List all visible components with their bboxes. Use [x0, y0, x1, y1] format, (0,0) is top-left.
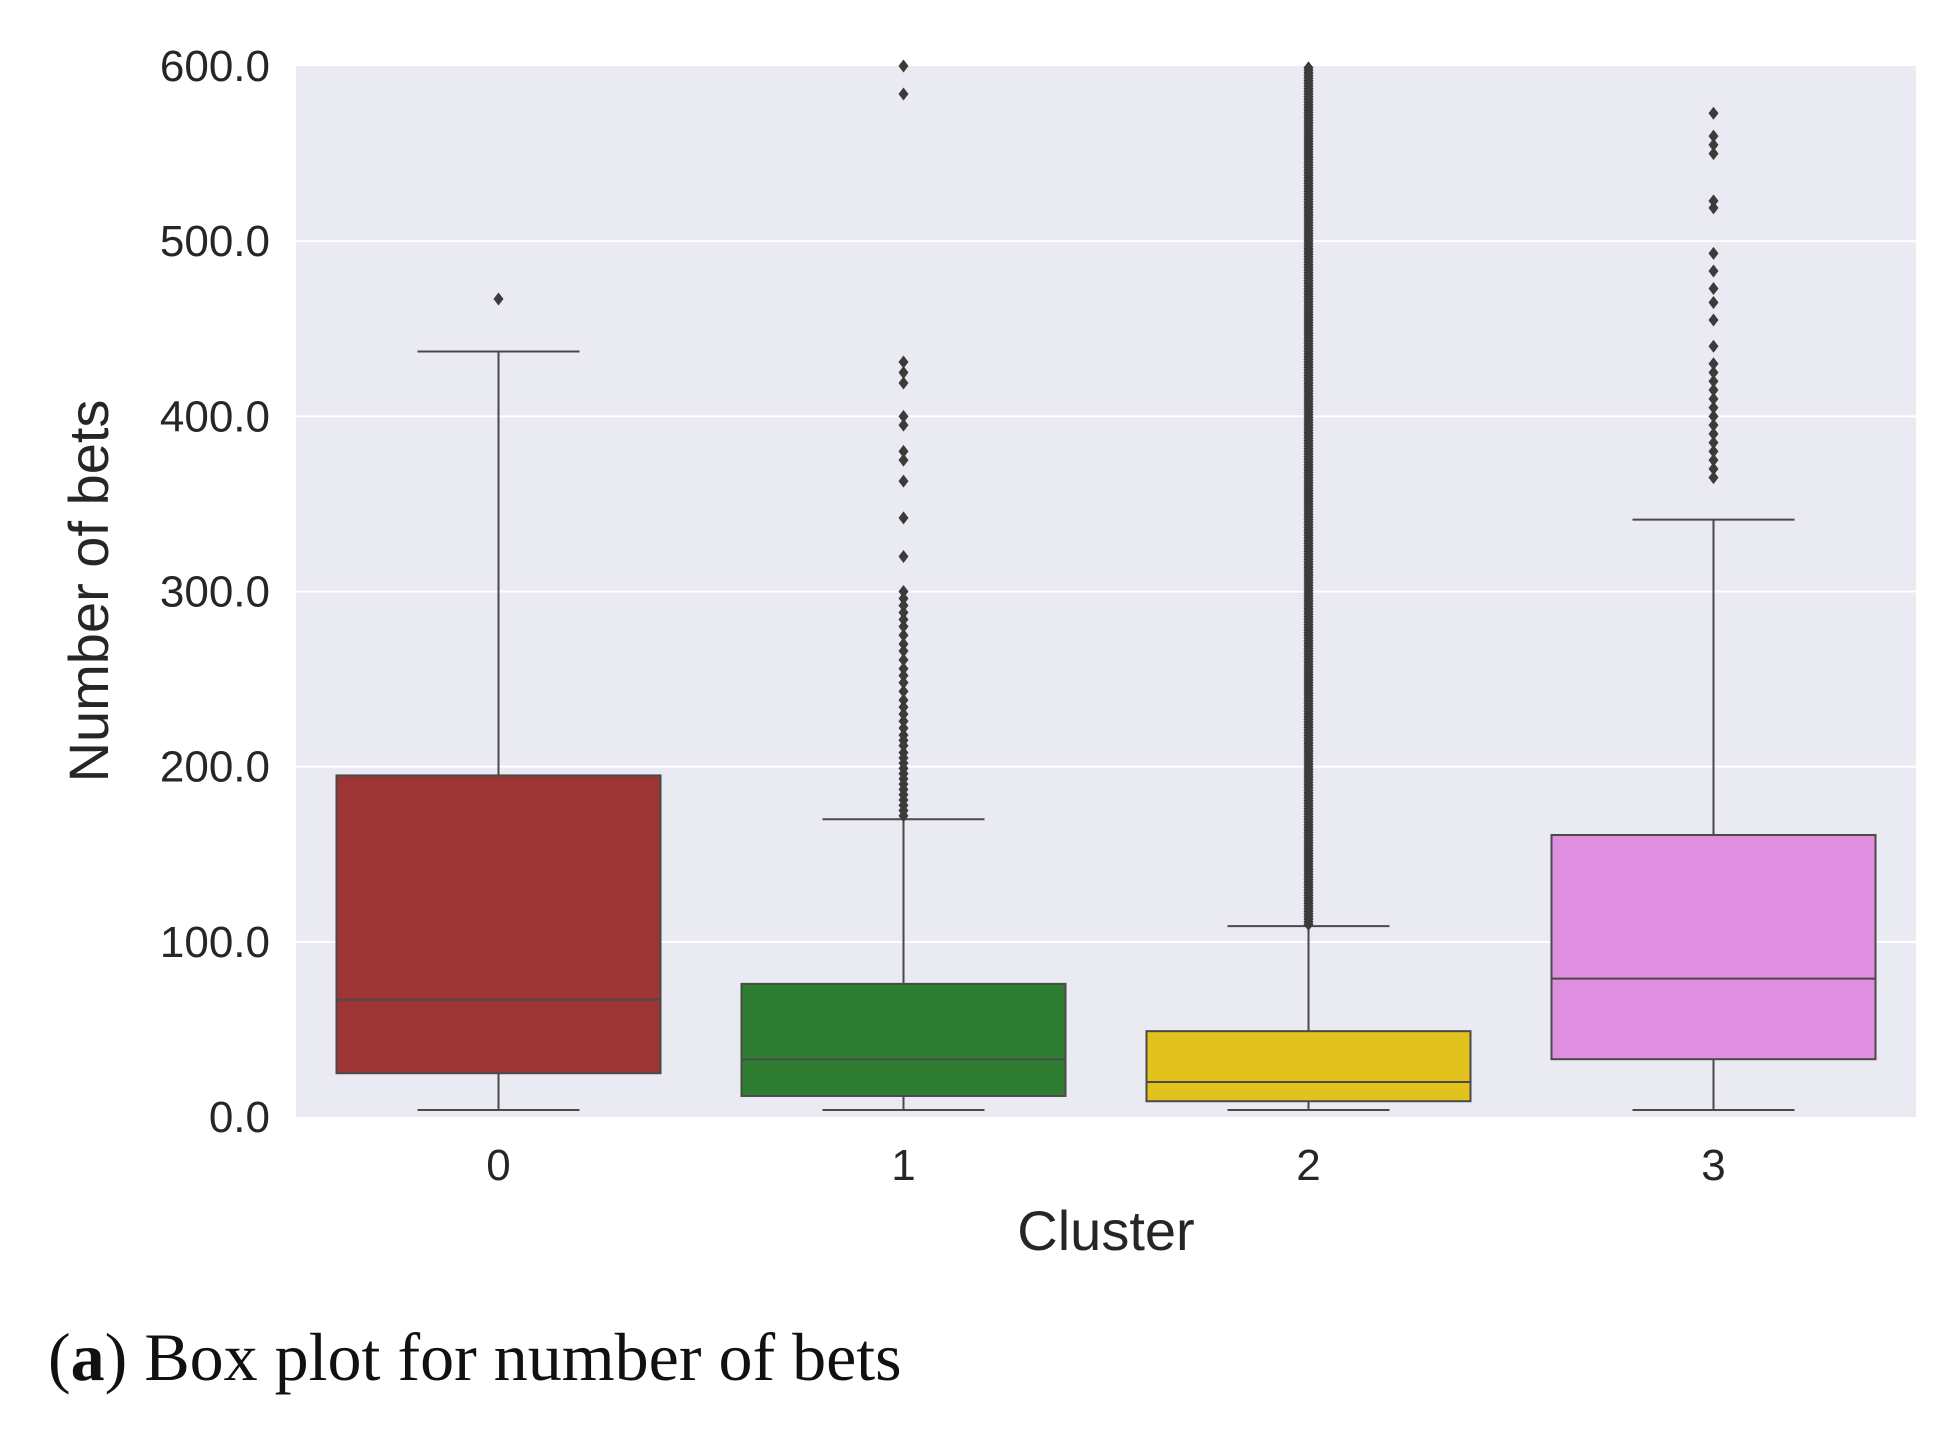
y-tick-label: 400.0: [160, 392, 270, 441]
outlier-point: [898, 592, 909, 606]
outlier-point: [898, 355, 909, 369]
boxes: [335, 59, 1877, 1111]
box-cluster-2: [1145, 61, 1472, 1111]
x-tick-label: 0: [486, 1141, 510, 1190]
outlier-point: [898, 693, 909, 707]
box-cluster-0: [335, 292, 662, 1111]
box-iqr: [1550, 833, 1877, 1061]
outlier-point: [1303, 61, 1314, 75]
outlier-point: [1708, 313, 1719, 327]
y-tick-label: 300.0: [160, 568, 270, 617]
outlier-point: [1708, 246, 1719, 260]
caption-text: Box plot for number of bets: [144, 1319, 902, 1395]
outlier-point: [1708, 427, 1719, 441]
box-iqr: [1145, 1030, 1472, 1103]
outlier-point: [898, 599, 909, 613]
outlier-point: [1708, 444, 1719, 458]
outlier-point: [1708, 339, 1719, 353]
outlier-point: [898, 87, 909, 101]
y-tick-label: 500.0: [160, 217, 270, 266]
outlier-point: [898, 707, 909, 721]
outlier-point: [1708, 357, 1719, 371]
outlier-point: [1708, 453, 1719, 467]
outlier-point: [1708, 138, 1719, 152]
x-tick-labels: 0 1 2 3: [486, 1141, 1725, 1190]
outlier-point: [898, 453, 909, 467]
outlier-point: [898, 728, 909, 742]
box-plot-chart: 0.0 100.0 200.0 300.0 400.0 500.0 600.0 0 1 2 3 C…: [57, 42, 1916, 1262]
outlier-point: [1708, 471, 1719, 485]
outlier-point: [1708, 366, 1719, 380]
outlier-point: [898, 511, 909, 525]
outlier-point: [1708, 436, 1719, 450]
outlier-point: [1708, 295, 1719, 309]
outlier-point: [898, 376, 909, 390]
outlier-point: [1708, 201, 1719, 215]
outlier-point: [898, 474, 909, 488]
outlier-point: [898, 700, 909, 714]
outlier-point: [898, 585, 909, 598]
x-tick-label: 2: [1296, 1141, 1320, 1190]
outlier-point: [1708, 106, 1719, 120]
outlier-point: [898, 746, 909, 760]
box-iqr: [335, 774, 662, 1075]
x-tick-label: 3: [1701, 1141, 1725, 1190]
figure-caption: (a) Box plot for number of bets: [48, 1319, 902, 1395]
outlier-point: [1708, 264, 1719, 278]
outlier-point: [898, 366, 909, 380]
outlier-point: [898, 444, 909, 458]
outlier-point: [1708, 462, 1719, 476]
outlier-point: [898, 676, 909, 690]
outlier-point: [1708, 147, 1719, 161]
outlier-point: [898, 628, 909, 642]
outlier-point: [1708, 401, 1719, 415]
y-tick-label: 100.0: [160, 918, 270, 967]
outlier-point: [898, 637, 909, 651]
outlier-point: [1708, 129, 1719, 143]
outlier-point: [898, 418, 909, 432]
outlier-point: [898, 613, 909, 627]
outlier-point: [493, 292, 504, 306]
y-tick-label: 200.0: [160, 743, 270, 792]
outlier-point: [898, 662, 909, 676]
outlier-point: [1708, 194, 1719, 208]
outlier-point: [898, 409, 909, 423]
outlier-point: [898, 644, 909, 658]
outlier-point: [898, 606, 909, 620]
y-tick-label: 0.0: [209, 1093, 270, 1142]
caption-letter: a: [70, 1319, 105, 1395]
y-tick-labels: 0.0 100.0 200.0 300.0 400.0 500.0 600.0: [160, 42, 270, 1142]
outlier-point: [898, 653, 909, 667]
outlier-point: [898, 721, 909, 735]
outlier-point: [1708, 418, 1719, 432]
outlier-point: [1708, 281, 1719, 295]
y-tick-label: 600.0: [160, 42, 270, 91]
x-tick-label: 1: [891, 1141, 915, 1190]
box-iqr: [740, 982, 1067, 1097]
y-axis-title: Number of bets: [57, 400, 120, 783]
box-cluster-1: [740, 59, 1067, 1111]
box-cluster-3: [1550, 106, 1877, 1111]
x-axis-title: Cluster: [1017, 1199, 1194, 1262]
outlier-point: [898, 620, 909, 634]
outlier-point: [1708, 374, 1719, 388]
outlier-point: [898, 684, 909, 698]
outlier-point: [898, 59, 909, 73]
outlier-point: [898, 669, 909, 683]
outlier-point: [898, 549, 909, 563]
outlier-point: [1708, 409, 1719, 423]
outlier-point: [1708, 392, 1719, 406]
outlier-point: [1708, 383, 1719, 397]
outlier-point: [898, 714, 909, 728]
